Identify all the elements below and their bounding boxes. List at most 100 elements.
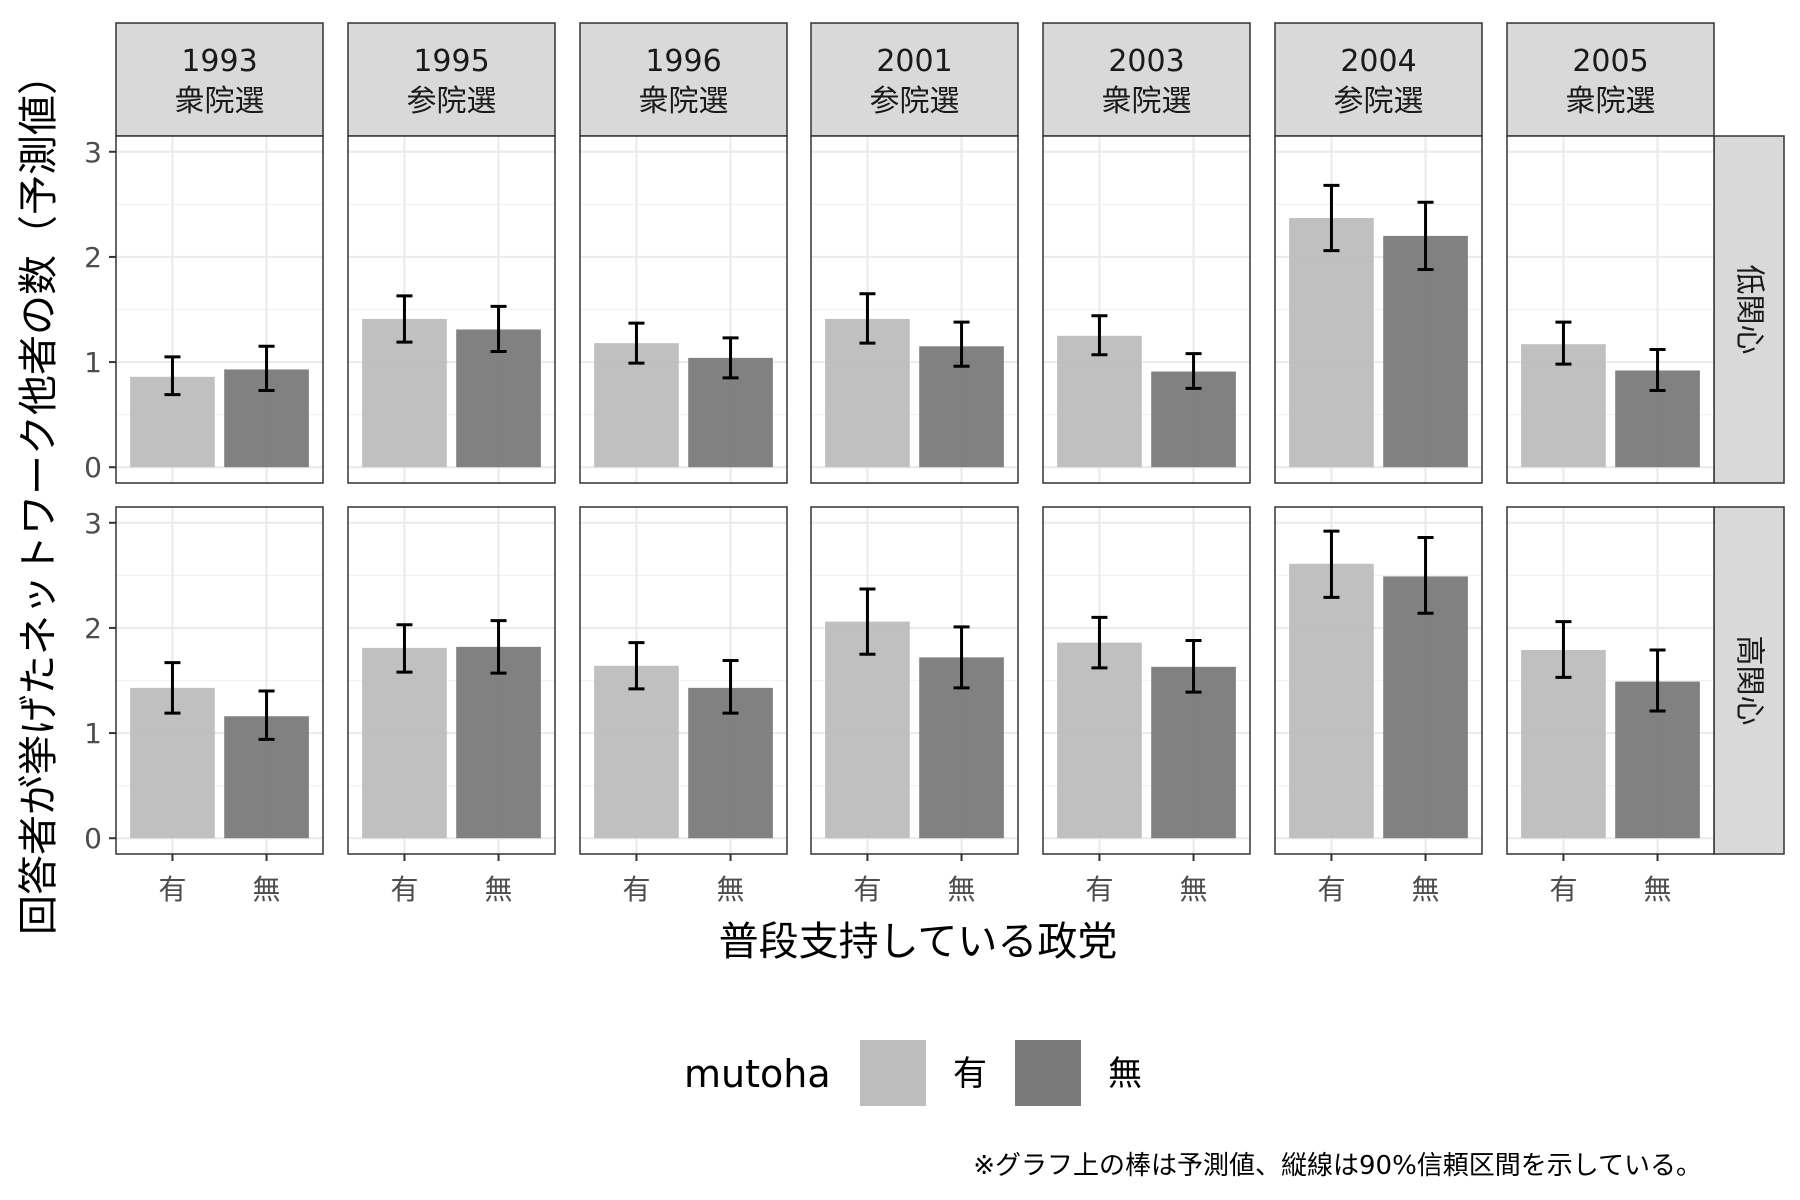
panel-border (1274, 506, 1483, 855)
panel-border (115, 506, 324, 855)
x-tick-label: 有 (158, 873, 186, 906)
x-tick-label: 無 (948, 873, 976, 906)
bar-yes (1521, 650, 1606, 839)
facet-panels (115, 135, 1715, 855)
bar-yes (1289, 218, 1374, 468)
facet-strip-1995 (347, 22, 556, 137)
legend-key-label-no: 無 (1108, 1054, 1142, 1094)
facet-strip-election: 衆院選 (1566, 84, 1656, 119)
y-tick-label: 2 (84, 241, 102, 274)
panel-border (1042, 135, 1251, 484)
facet-strip-year: 2005 (1572, 44, 1648, 79)
facet-row-strip (1713, 135, 1785, 484)
panel-2003-row1 (1042, 506, 1251, 855)
x-tick-label: 無 (717, 873, 745, 906)
legend-key-label-yes: 有 (953, 1054, 987, 1094)
panel-border (1506, 135, 1715, 484)
bar-yes (1057, 335, 1142, 468)
facet-row-label: 低関心 (1732, 265, 1767, 355)
x-tick-label: 無 (253, 873, 281, 906)
legend: mutoha 有 無 (684, 1040, 1142, 1106)
facet-strip-1996 (579, 22, 788, 137)
panel-border (1042, 506, 1251, 855)
bar-yes (594, 665, 679, 839)
y-tick-label: 3 (84, 507, 102, 540)
panel-border (579, 135, 788, 484)
facet-strip-year: 2004 (1340, 44, 1416, 79)
y-axis-title: 回答者が挙げたネットワーク他者の数（予測値） (16, 55, 62, 935)
bar-no (1383, 235, 1468, 468)
bar-yes (362, 318, 447, 468)
facet-strip-election: 衆院選 (1102, 84, 1192, 119)
legend-key-swatch-no (1015, 1040, 1081, 1106)
bar-no (1151, 666, 1236, 839)
x-tick-label: 有 (1549, 873, 1577, 906)
facet-row-label: 高関心 (1732, 636, 1767, 726)
panel-border (1506, 506, 1715, 855)
x-tick-label: 有 (622, 873, 650, 906)
facet-strip-2003 (1042, 22, 1251, 137)
facet-strip-year: 1996 (645, 44, 721, 79)
y-tick-label: 0 (84, 451, 102, 484)
facet-strip-1993 (115, 22, 324, 137)
bar-no (1383, 576, 1468, 839)
panel-2001-row1 (810, 506, 1019, 855)
y-tick-label: 2 (84, 612, 102, 645)
facet-strip-year: 2003 (1108, 44, 1184, 79)
panel-2003-row0 (1042, 135, 1251, 484)
y-axes: 0 1 2 3 0 1 2 3 (84, 136, 116, 855)
x-tick-label: 無 (485, 873, 513, 906)
x-tick-label: 無 (1180, 873, 1208, 906)
panel-border (810, 135, 1019, 484)
panel-2001-row0 (810, 135, 1019, 484)
facet-strip-year: 2001 (876, 44, 952, 79)
x-tick-label: 無 (1644, 873, 1672, 906)
panel-2005-row0 (1506, 135, 1715, 484)
panel-2004-row1 (1274, 506, 1483, 855)
facet-strip-election: 衆院選 (639, 84, 729, 119)
facet-column-strips: 1993 衆院選 1995 参院選 1996 衆院選 2001 参院選 2003 衆院選 2004 参… (115, 22, 1715, 137)
facet-strip-2005 (1506, 22, 1715, 137)
panel-2004-row0 (1274, 135, 1483, 484)
facet-strip-election: 参院選 (407, 84, 497, 119)
x-tick-label: 無 (1412, 873, 1440, 906)
y-tick-label: 3 (84, 136, 102, 169)
facet-strip-2004 (1274, 22, 1483, 137)
x-tick-label: 有 (1085, 873, 1113, 906)
bar-no (456, 646, 541, 839)
panel-1996-row0 (579, 135, 788, 484)
panel-border (115, 135, 324, 484)
facet-strip-year: 1993 (181, 44, 257, 79)
x-axis: 有無有無有無有無有無有無有無 (158, 854, 1672, 906)
y-tick-label: 1 (84, 346, 102, 379)
facet-strip-election: 参院選 (870, 84, 960, 119)
facet-row-strip (1713, 506, 1785, 855)
bar-yes (1057, 642, 1142, 839)
facet-strip-election: 参院選 (1334, 84, 1424, 119)
bar-yes (825, 621, 910, 839)
panel-1995-row1 (347, 506, 556, 855)
panel-border (347, 135, 556, 484)
panel-border (1274, 135, 1483, 484)
panel-border (347, 506, 556, 855)
x-tick-label: 有 (1317, 873, 1345, 906)
x-tick-label: 有 (390, 873, 418, 906)
facet-strip-2001 (810, 22, 1019, 137)
panel-border (810, 506, 1019, 855)
panel-2005-row1 (1506, 506, 1715, 855)
bar-yes (362, 647, 447, 839)
panel-1995-row0 (347, 135, 556, 484)
facet-strip-election: 衆院選 (175, 84, 265, 119)
panel-1993-row1 (115, 506, 324, 855)
bar-yes (1289, 563, 1374, 839)
legend-title: mutoha (684, 1052, 831, 1096)
panel-1996-row1 (579, 506, 788, 855)
x-tick-label: 有 (853, 873, 881, 906)
chart-footnote: ※グラフ上の棒は予測値、縦線は90%信頼区間を示している。 (973, 1151, 1702, 1181)
facet-strip-year: 1995 (413, 44, 489, 79)
panel-1993-row0 (115, 135, 324, 484)
y-tick-label: 1 (84, 717, 102, 750)
x-axis-title: 普段支持している政党 (719, 919, 1118, 965)
